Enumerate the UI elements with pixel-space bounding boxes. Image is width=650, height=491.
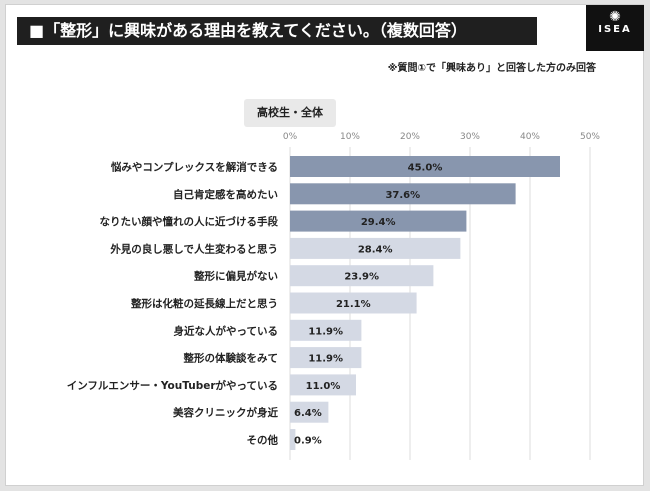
category-label: 整形は化粧の延長線上だと思う bbox=[130, 297, 278, 310]
segment-label: 高校生・全体 bbox=[244, 99, 336, 127]
x-tick-label: 30% bbox=[460, 132, 480, 142]
x-tick-label: 10% bbox=[340, 132, 360, 142]
brand-logo: ✺ ISEA bbox=[586, 5, 644, 51]
category-label: 美容クリニックが身近 bbox=[173, 406, 278, 419]
bar bbox=[290, 237, 461, 259]
bar bbox=[290, 292, 417, 314]
x-tick-label: 50% bbox=[580, 132, 600, 142]
data-label: 6.4% bbox=[294, 408, 322, 419]
data-label: 28.4% bbox=[358, 244, 393, 255]
bar bbox=[290, 401, 329, 423]
bar bbox=[290, 265, 434, 287]
sun-burst-icon: ✺ bbox=[609, 9, 621, 25]
page-title: ■「整形」に興味がある理由を教えてください。（複数回答） bbox=[17, 17, 537, 45]
data-label: 11.9% bbox=[308, 354, 343, 365]
x-tick-label: 20% bbox=[400, 132, 420, 142]
bar bbox=[290, 347, 362, 369]
category-label: 整形に偏見がない bbox=[193, 270, 278, 283]
data-label: 11.0% bbox=[306, 381, 341, 392]
bar bbox=[290, 183, 516, 205]
category-label: その他 bbox=[247, 434, 279, 447]
data-label: 11.9% bbox=[308, 326, 343, 337]
data-label: 21.1% bbox=[336, 299, 371, 310]
data-label: 37.6% bbox=[385, 190, 420, 201]
bar-chart: 0% 10% 20% 30% 40% 50% 悩みやコンプレックスを解消できる 45.0% 自己… bbox=[67, 132, 600, 460]
category-label: インフルエンサー・YouTuberがやっている bbox=[67, 379, 278, 392]
data-label: 23.9% bbox=[344, 272, 379, 283]
bar bbox=[290, 210, 467, 232]
x-tick-label: 0% bbox=[283, 132, 298, 142]
bar bbox=[290, 319, 362, 341]
category-label: なりたい顔や憧れの人に近づける手段 bbox=[100, 215, 279, 228]
slide: ■「整形」に興味がある理由を教えてください。（複数回答） ✺ ISEA ※質問①… bbox=[5, 4, 644, 486]
data-label: 29.4% bbox=[361, 217, 396, 228]
survey-note: ※質問①で「興味あり」と回答した方のみ回答 bbox=[387, 63, 596, 74]
logo-text: ISEA bbox=[598, 24, 632, 35]
category-label: 整形の体験談をみて bbox=[183, 352, 279, 365]
category-label: 悩みやコンプレックスを解消できる bbox=[110, 161, 278, 174]
category-label: 自己肯定感を高めたい bbox=[173, 188, 278, 201]
bar bbox=[290, 156, 560, 177]
data-label: 45.0% bbox=[408, 163, 443, 174]
category-label: 身近な人がやっている bbox=[174, 324, 278, 337]
category-label: 外見の良し悪しで人生変わると思う bbox=[109, 242, 278, 255]
bar bbox=[290, 374, 356, 396]
x-tick-label: 40% bbox=[520, 132, 540, 142]
data-label: 0.9% bbox=[294, 436, 322, 447]
bar bbox=[290, 429, 296, 450]
